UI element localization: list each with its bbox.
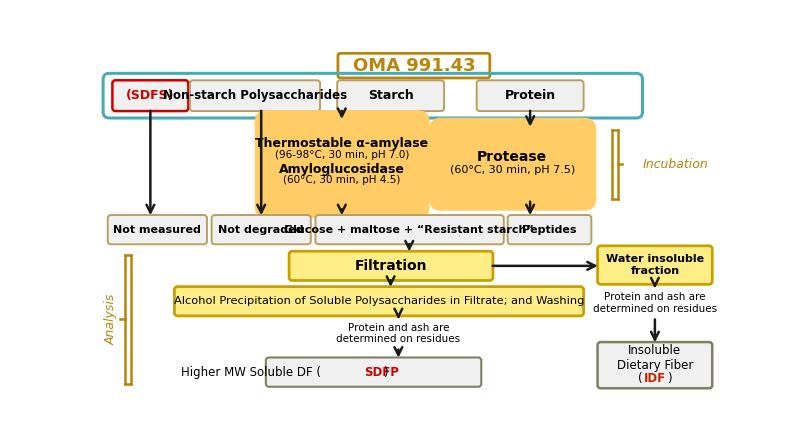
Text: Higher MW Soluble DF (: Higher MW Soluble DF ( <box>181 366 321 378</box>
Text: Protein and ash are
determined on residues: Protein and ash are determined on residu… <box>593 292 717 314</box>
Text: Analysis: Analysis <box>104 293 118 345</box>
FancyBboxPatch shape <box>112 80 188 111</box>
Text: Starch: Starch <box>368 89 414 102</box>
FancyBboxPatch shape <box>174 286 584 316</box>
FancyBboxPatch shape <box>430 119 595 210</box>
FancyBboxPatch shape <box>508 215 591 244</box>
Text: Non-starch Polysaccharides: Non-starch Polysaccharides <box>163 89 347 102</box>
Text: SDFP: SDFP <box>364 366 399 378</box>
Text: (60°C, 30 min, pH 7.5): (60°C, 30 min, pH 7.5) <box>450 166 575 175</box>
Text: Peptides: Peptides <box>522 225 577 235</box>
Text: (: ( <box>638 372 642 385</box>
Text: ): ) <box>383 366 387 378</box>
FancyBboxPatch shape <box>598 342 712 388</box>
FancyBboxPatch shape <box>211 215 310 244</box>
FancyBboxPatch shape <box>289 251 493 280</box>
Text: ): ) <box>667 372 672 385</box>
Text: Water insoluble
fraction: Water insoluble fraction <box>606 254 704 276</box>
Text: (60°C, 30 min, pH 4.5): (60°C, 30 min, pH 4.5) <box>283 175 401 185</box>
Text: Not degraded: Not degraded <box>218 225 304 235</box>
Text: IDF: IDF <box>644 372 666 385</box>
Text: Alcohol Precipitation of Soluble Polysaccharides in Filtrate; and Washing: Alcohol Precipitation of Soluble Polysac… <box>174 296 584 306</box>
FancyBboxPatch shape <box>266 357 482 387</box>
Text: OMA 991.43: OMA 991.43 <box>353 57 475 74</box>
FancyBboxPatch shape <box>190 80 320 111</box>
Text: (96-98°C, 30 min, pH 7.0): (96-98°C, 30 min, pH 7.0) <box>274 150 409 160</box>
FancyBboxPatch shape <box>108 215 207 244</box>
Text: Protease: Protease <box>478 149 547 163</box>
FancyBboxPatch shape <box>256 111 429 217</box>
Text: Thermostable α-amylase: Thermostable α-amylase <box>255 137 428 150</box>
Text: Filtration: Filtration <box>354 259 427 273</box>
Text: Glucose + maltose + “Resistant starch”: Glucose + maltose + “Resistant starch” <box>284 225 534 235</box>
FancyBboxPatch shape <box>477 80 584 111</box>
Text: Protein and ash are
determined on residues: Protein and ash are determined on residu… <box>336 323 461 344</box>
Text: Not measured: Not measured <box>114 225 202 235</box>
FancyBboxPatch shape <box>598 246 712 284</box>
FancyBboxPatch shape <box>315 215 504 244</box>
FancyBboxPatch shape <box>338 53 490 78</box>
Text: Insoluble
Dietary Fiber: Insoluble Dietary Fiber <box>617 344 693 372</box>
Text: Amyloglucosidase: Amyloglucosidase <box>279 163 405 176</box>
Text: Protein: Protein <box>505 89 556 102</box>
FancyBboxPatch shape <box>337 80 444 111</box>
Text: (SDFS): (SDFS) <box>126 89 174 102</box>
Text: Incubation: Incubation <box>642 158 708 171</box>
